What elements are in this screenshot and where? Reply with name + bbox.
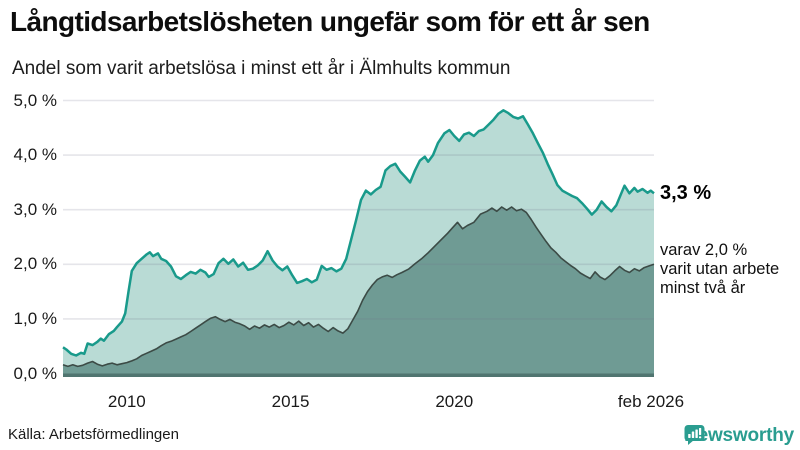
annotation-subset-label: varav 2,0 % varit utan arbete minst två … — [660, 241, 779, 298]
annotation-subset-line-2: varit utan arbete — [660, 260, 780, 278]
x-tick-2010: 2010 — [107, 392, 146, 411]
series-two-years-line — [62, 206, 655, 368]
x-axis-baseline — [63, 373, 654, 377]
page-title: Långtidsarbetslösheten ungefär som för e… — [10, 6, 650, 37]
annotation-total-value: 3,3 % — [660, 182, 712, 204]
chart-subtitle: Andel som varit arbetslösa i minst ett å… — [12, 58, 511, 79]
y-tick-3: 3,0 % — [13, 199, 57, 219]
y-tick-0: 0,0 % — [13, 363, 57, 383]
source-credit: Källa: Arbetsförmedlingen — [8, 426, 179, 443]
y-tick-4: 4,0 % — [13, 145, 57, 165]
annotation-subset-line-3: minst två år — [660, 279, 746, 297]
newsworthy-logo: Newsworthy — [684, 424, 794, 448]
x-tick-2015: 2015 — [271, 392, 310, 411]
newsworthy-wordmark: Newsworthy — [684, 425, 794, 446]
series-total-line — [62, 109, 655, 357]
x-tick-2020: 2020 — [435, 392, 474, 411]
annotation-subset-line-1: varav 2,0 % — [660, 241, 748, 259]
series-two-years-area — [63, 207, 654, 374]
y-tick-1: 1,0 % — [13, 308, 57, 328]
y-tick-5: 5,0 % — [13, 90, 57, 110]
y-tick-2: 2,0 % — [13, 254, 57, 274]
newsworthy-icon — [684, 425, 705, 445]
x-tick-feb-2026: feb 2026 — [617, 392, 685, 411]
